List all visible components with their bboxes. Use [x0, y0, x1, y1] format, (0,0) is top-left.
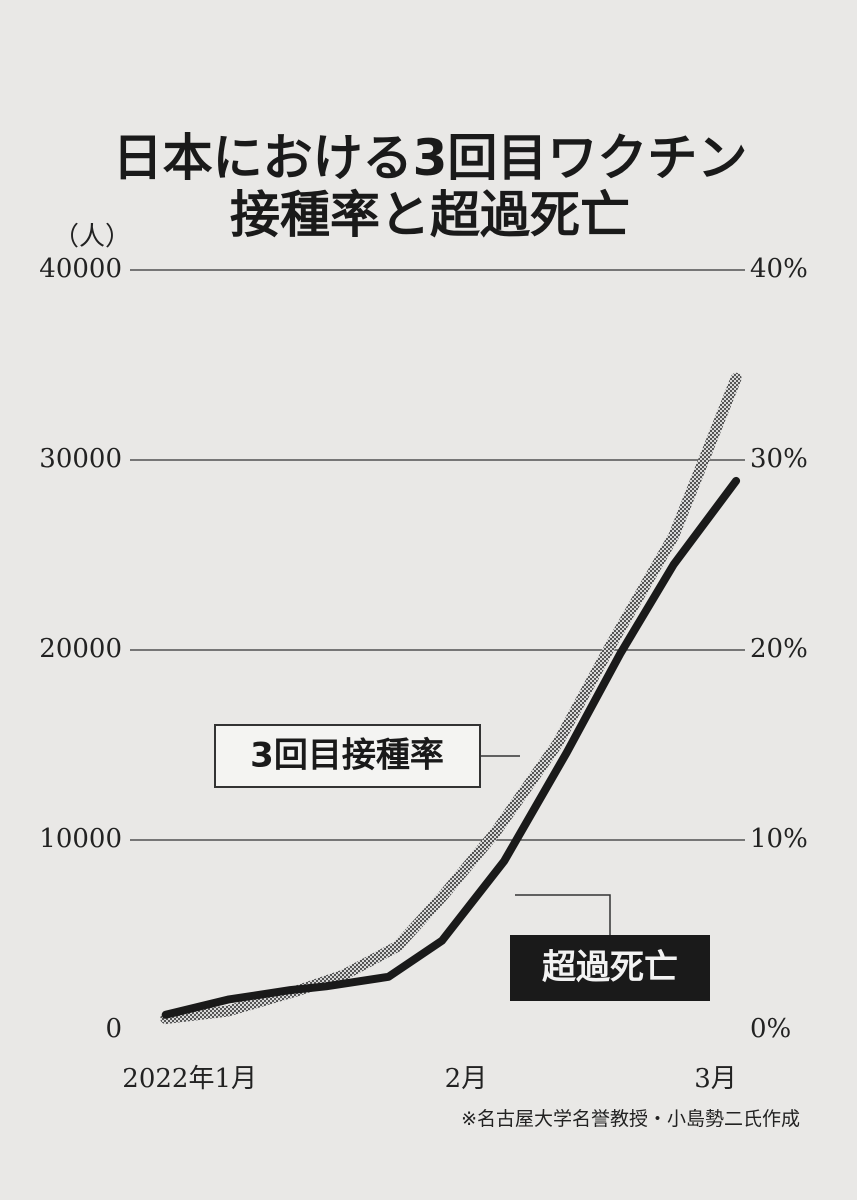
y2-tick-label: 0% — [750, 1014, 791, 1044]
series-label: 超過死亡 — [542, 948, 678, 988]
y-tick-label: 10000 — [39, 824, 122, 854]
y2-tick-label: 30% — [750, 444, 808, 474]
series-line — [161, 476, 741, 1019]
series-label: 3回目接種率 — [250, 736, 444, 776]
series-label-box — [510, 935, 710, 1001]
chart-title: 日本における3回目ワクチン — [113, 129, 748, 187]
y-tick-label: 0 — [105, 1014, 122, 1044]
x-tick-label: 2022年1月 — [122, 1064, 257, 1094]
source-note: ※名古屋大学名誉教授・小島勢二氏作成 — [461, 1108, 800, 1130]
chart-subtitle: 接種率と超過死亡 — [230, 186, 630, 244]
y-tick-label: 40000 — [39, 254, 122, 284]
y2-tick-label: 10% — [750, 824, 808, 854]
leader-line — [515, 894, 611, 935]
series-label-box — [214, 724, 481, 788]
y2-tick-label: 20% — [750, 634, 808, 664]
x-tick-label: 2月 — [445, 1064, 488, 1094]
y-tick-label: 20000 — [39, 634, 122, 664]
y-tick-label: 30000 — [39, 444, 122, 474]
y2-tick-label: 40% — [750, 254, 808, 284]
x-tick-label: 3月 — [694, 1064, 737, 1094]
series-line — [160, 372, 742, 1025]
y-axis-label: （人） — [53, 222, 131, 252]
